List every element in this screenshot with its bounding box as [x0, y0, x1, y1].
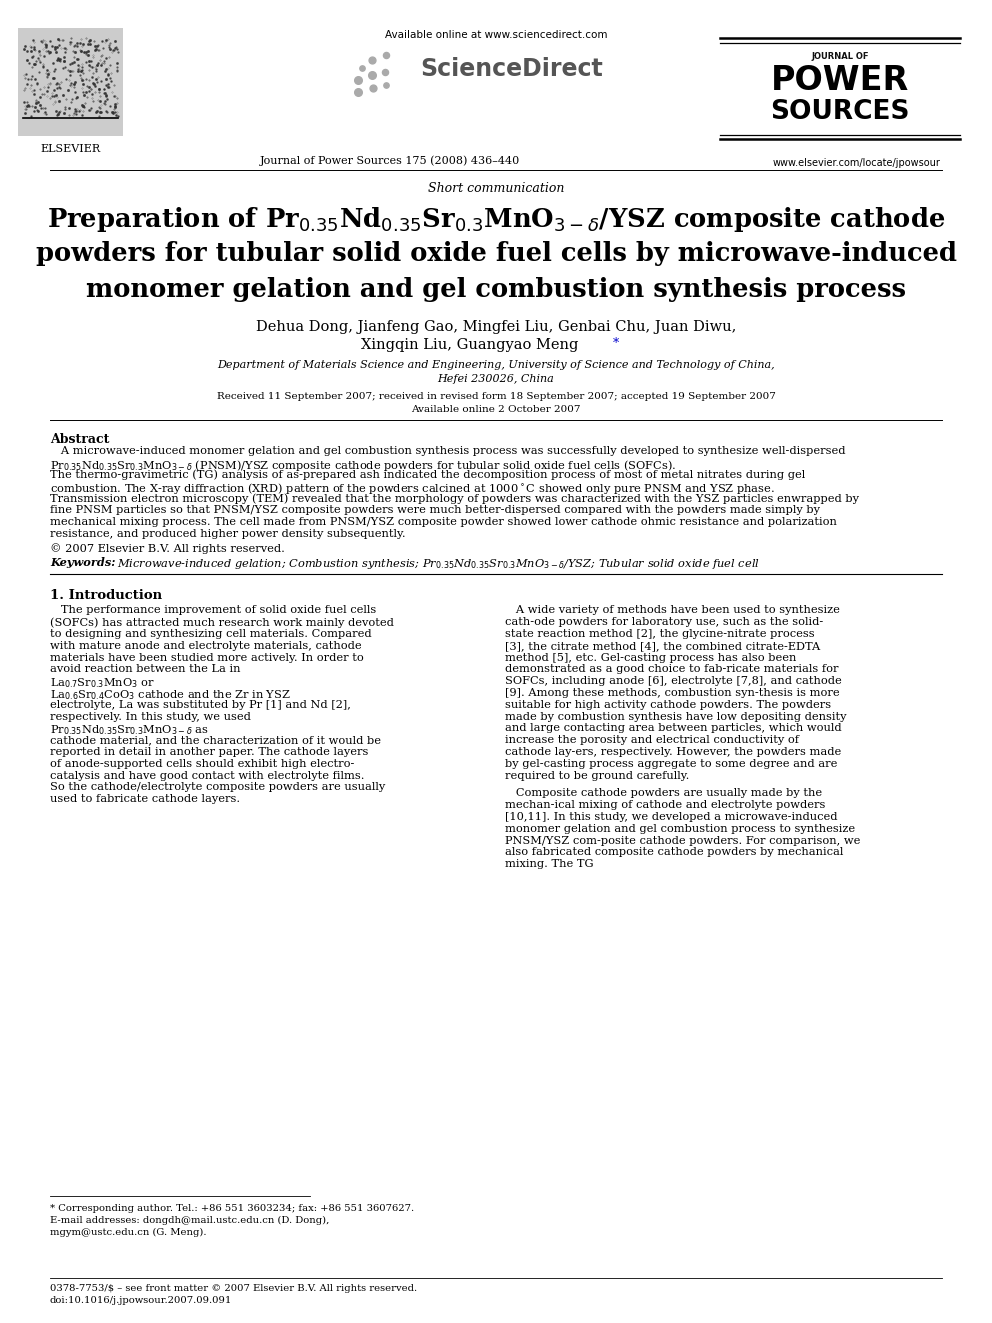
Text: Pr$_{0.35}$Nd$_{0.35}$Sr$_{0.3}$MnO$_{3-\delta}$ (PNSM)/YSZ composite cathode po: Pr$_{0.35}$Nd$_{0.35}$Sr$_{0.3}$MnO$_{3-…	[50, 458, 677, 472]
Text: Short communication: Short communication	[428, 183, 564, 194]
Text: mixing. The TG: mixing. The TG	[505, 859, 593, 869]
Text: A microwave-induced monomer gelation and gel combustion synthesis process was su: A microwave-induced monomer gelation and…	[50, 446, 845, 456]
Text: method [5], etc. Gel-casting process has also been: method [5], etc. Gel-casting process has…	[505, 652, 797, 663]
Text: combustion. The X-ray diffraction (XRD) pattern of the powders calcined at 1000$: combustion. The X-ray diffraction (XRD) …	[50, 482, 775, 496]
Bar	[18, 28, 123, 136]
Text: [3], the citrate method [4], the combined citrate-EDTA: [3], the citrate method [4], the combine…	[505, 640, 820, 651]
Text: www.elsevier.com/locate/jpowsour: www.elsevier.com/locate/jpowsour	[772, 157, 940, 168]
Text: suitable for high activity cathode powders. The powders: suitable for high activity cathode powde…	[505, 700, 831, 710]
Text: state reaction method [2], the glycine-nitrate process: state reaction method [2], the glycine-n…	[505, 628, 814, 639]
Text: SOURCES: SOURCES	[770, 99, 910, 124]
Text: and large contacting area between particles, which would: and large contacting area between partic…	[505, 724, 841, 733]
Text: powders for tubular solid oxide fuel cells by microwave-induced: powders for tubular solid oxide fuel cel…	[36, 241, 956, 266]
Text: Microwave-induced gelation; Combustion synthesis; Pr$_{0.35}$Nd$_{0.35}$Sr$_{0.3: Microwave-induced gelation; Combustion s…	[117, 557, 760, 572]
Text: resistance, and produced higher power density subsequently.: resistance, and produced higher power de…	[50, 529, 406, 538]
Text: Keywords:: Keywords:	[50, 557, 115, 569]
Text: by gel-casting process aggregate to some degree and are: by gel-casting process aggregate to some…	[505, 759, 837, 769]
Text: 0378-7753/$ – see front matter © 2007 Elsevier B.V. All rights reserved.: 0378-7753/$ – see front matter © 2007 El…	[50, 1285, 417, 1293]
Text: also fabricated composite cathode powders by mechanical: also fabricated composite cathode powder…	[505, 848, 843, 857]
Text: mgym@ustc.edu.cn (G. Meng).: mgym@ustc.edu.cn (G. Meng).	[50, 1228, 206, 1237]
Text: SOFCs, including anode [6], electrolyte [7,8], and cathode: SOFCs, including anode [6], electrolyte …	[505, 676, 842, 687]
Text: demonstrated as a good choice to fab-ricate materials for: demonstrated as a good choice to fab-ric…	[505, 664, 838, 675]
Text: monomer gelation and gel combustion synthesis process: monomer gelation and gel combustion synt…	[86, 277, 906, 302]
Text: mechan-ical mixing of cathode and electrolyte powders: mechan-ical mixing of cathode and electr…	[505, 800, 825, 810]
Text: A wide variety of methods have been used to synthesize: A wide variety of methods have been used…	[505, 606, 840, 615]
Text: reported in detail in another paper. The cathode layers: reported in detail in another paper. The…	[50, 747, 368, 757]
Text: The thermo-gravimetric (TG) analysis of as-prepared ash indicated the decomposit: The thermo-gravimetric (TG) analysis of …	[50, 470, 806, 480]
Text: The performance improvement of solid oxide fuel cells: The performance improvement of solid oxi…	[50, 606, 376, 615]
Text: monomer gelation and gel combustion process to synthesize: monomer gelation and gel combustion proc…	[505, 824, 855, 833]
Text: used to fabricate cathode layers.: used to fabricate cathode layers.	[50, 794, 240, 804]
Text: JOURNAL OF: JOURNAL OF	[811, 52, 869, 61]
Text: of anode-supported cells should exhibit high electro-: of anode-supported cells should exhibit …	[50, 759, 354, 769]
Text: Preparation of Pr$_{0.35}$Nd$_{0.35}$Sr$_{0.3}$MnO$_{3-\delta}$/YSZ composite ca: Preparation of Pr$_{0.35}$Nd$_{0.35}$Sr$…	[47, 205, 945, 234]
Text: Composite cathode powders are usually made by the: Composite cathode powders are usually ma…	[505, 789, 822, 798]
Text: Department of Materials Science and Engineering, University of Science and Techn: Department of Materials Science and Engi…	[217, 360, 775, 370]
Text: 1. Introduction: 1. Introduction	[50, 590, 162, 602]
Text: cathode material, and the characterization of it would be: cathode material, and the characterizati…	[50, 736, 381, 745]
Text: Xingqin Liu, Guangyao Meng: Xingqin Liu, Guangyao Meng	[361, 337, 578, 352]
Text: La$_{0.6}$Sr$_{0.4}$CoO$_3$ cathode and the Zr in YSZ: La$_{0.6}$Sr$_{0.4}$CoO$_3$ cathode and …	[50, 688, 291, 701]
Text: materials have been studied more actively. In order to: materials have been studied more activel…	[50, 652, 364, 663]
Text: So the cathode/electrolyte composite powders are usually: So the cathode/electrolyte composite pow…	[50, 782, 385, 792]
Text: * Corresponding author. Tel.: +86 551 3603234; fax: +86 551 3607627.: * Corresponding author. Tel.: +86 551 36…	[50, 1204, 414, 1213]
Text: avoid reaction between the La in: avoid reaction between the La in	[50, 664, 240, 675]
Text: made by combustion synthesis have low depositing density: made by combustion synthesis have low de…	[505, 712, 846, 721]
Text: E-mail addresses: dongdh@mail.ustc.edu.cn (D. Dong),: E-mail addresses: dongdh@mail.ustc.edu.c…	[50, 1216, 329, 1225]
Text: Received 11 September 2007; received in revised form 18 September 2007; accepted: Received 11 September 2007; received in …	[216, 392, 776, 401]
Text: Pr$_{0.35}$Nd$_{0.35}$Sr$_{0.3}$MnO$_{3-\delta}$ as: Pr$_{0.35}$Nd$_{0.35}$Sr$_{0.3}$MnO$_{3-…	[50, 724, 209, 737]
Text: Available online 2 October 2007: Available online 2 October 2007	[412, 405, 580, 414]
Text: Hefei 230026, China: Hefei 230026, China	[437, 374, 555, 384]
Text: catalysis and have good contact with electrolyte films.: catalysis and have good contact with ele…	[50, 770, 364, 781]
Text: to designing and synthesizing cell materials. Compared: to designing and synthesizing cell mater…	[50, 628, 372, 639]
Text: increase the porosity and electrical conductivity of: increase the porosity and electrical con…	[505, 736, 799, 745]
Text: © 2007 Elsevier B.V. All rights reserved.: © 2007 Elsevier B.V. All rights reserved…	[50, 544, 285, 554]
Text: Transmission electron microscopy (TEM) revealed that the morphology of powders w: Transmission electron microscopy (TEM) r…	[50, 493, 859, 504]
Text: [9]. Among these methods, combustion syn-thesis is more: [9]. Among these methods, combustion syn…	[505, 688, 839, 699]
Text: PNSM/YSZ com-posite cathode powders. For comparison, we: PNSM/YSZ com-posite cathode powders. For…	[505, 836, 860, 845]
Text: with mature anode and electrolyte materials, cathode: with mature anode and electrolyte materi…	[50, 640, 362, 651]
Text: Journal of Power Sources 175 (2008) 436–440: Journal of Power Sources 175 (2008) 436–…	[260, 155, 520, 165]
Text: [10,11]. In this study, we developed a microwave-induced: [10,11]. In this study, we developed a m…	[505, 812, 837, 822]
Text: ScienceDirect: ScienceDirect	[420, 57, 603, 81]
Text: Dehua Dong, Jianfeng Gao, Mingfei Liu, Genbai Chu, Juan Diwu,: Dehua Dong, Jianfeng Gao, Mingfei Liu, G…	[256, 320, 736, 333]
Text: fine PNSM particles so that PNSM/YSZ composite powders were much better-disperse: fine PNSM particles so that PNSM/YSZ com…	[50, 505, 820, 515]
Text: ELSEVIER: ELSEVIER	[41, 144, 100, 153]
Text: (SOFCs) has attracted much research work mainly devoted: (SOFCs) has attracted much research work…	[50, 618, 394, 627]
Text: cathode lay-ers, respectively. However, the powders made: cathode lay-ers, respectively. However, …	[505, 747, 841, 757]
Text: cath-ode powders for laboratory use, such as the solid-: cath-ode powders for laboratory use, suc…	[505, 618, 823, 627]
Text: *: *	[613, 337, 619, 351]
Text: respectively. In this study, we used: respectively. In this study, we used	[50, 712, 251, 721]
Text: required to be ground carefully.: required to be ground carefully.	[505, 770, 689, 781]
Text: Available online at www.sciencedirect.com: Available online at www.sciencedirect.co…	[385, 30, 607, 40]
Text: Abstract: Abstract	[50, 433, 109, 446]
Text: electrolyte, La was substituted by Pr [1] and Nd [2],: electrolyte, La was substituted by Pr [1…	[50, 700, 351, 710]
Text: La$_{0.7}$Sr$_{0.3}$MnO$_3$ or: La$_{0.7}$Sr$_{0.3}$MnO$_3$ or	[50, 676, 155, 691]
Text: doi:10.1016/j.jpowsour.2007.09.091: doi:10.1016/j.jpowsour.2007.09.091	[50, 1297, 232, 1304]
Text: mechanical mixing process. The cell made from PNSM/YSZ composite powder showed l: mechanical mixing process. The cell made…	[50, 517, 837, 527]
Text: POWER: POWER	[771, 64, 909, 97]
